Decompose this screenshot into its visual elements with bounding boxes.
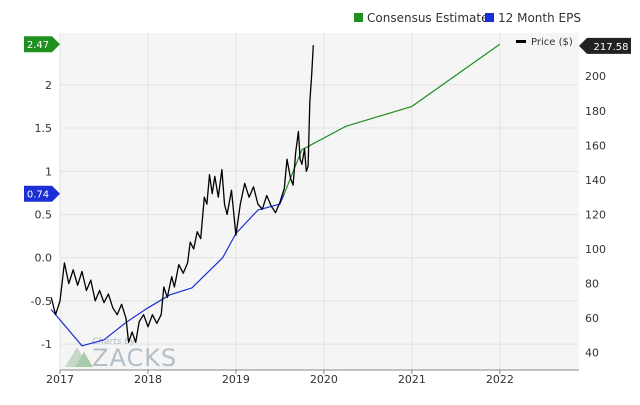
- watermark-line1: Charts by: [92, 337, 136, 347]
- x-axis: 2017 2018 2019 2020 2021 2022: [46, 369, 579, 386]
- zacks-watermark: Charts by ZACKS: [65, 337, 177, 372]
- value-flags: 2.47 0.74 217.58: [24, 36, 631, 202]
- consensus-estimate-line: [283, 43, 501, 194]
- flag-value: 0.74: [27, 190, 49, 201]
- consensus-last-flag: 2.47: [24, 36, 60, 53]
- series-lines: [50, 43, 501, 347]
- y-left-tick-label: -1: [41, 338, 52, 351]
- legend: Consensus Estimate 12 Month EPS Price ($): [354, 11, 581, 48]
- x-tick-label: 2019: [222, 373, 250, 386]
- price-line: [50, 45, 314, 343]
- grid: [59, 33, 579, 370]
- y-left-tick-label: 1: [45, 165, 52, 178]
- y-left-tick-label: 0.0: [35, 252, 53, 265]
- x-tick-label: 2021: [398, 373, 426, 386]
- plot-area: [60, 33, 579, 370]
- y-right-tick-label: 100: [585, 243, 606, 256]
- y-left-tick-label: 2: [45, 79, 52, 92]
- y-right-tick-label: 80: [585, 278, 599, 291]
- watermark-line2: ZACKS: [92, 344, 177, 372]
- legend-label: 12 Month EPS: [498, 11, 581, 25]
- zacks-logo-icon: [65, 347, 93, 367]
- price-last-flag: 217.58: [579, 37, 631, 54]
- legend-label: Consensus Estimate: [367, 11, 489, 25]
- flag-value: 2.47: [27, 40, 49, 51]
- legend-swatch: [516, 40, 526, 43]
- y-right-tick-label: 200: [585, 70, 606, 83]
- legend-item-consensus: Consensus Estimate: [354, 11, 489, 25]
- y-right-tick-label: 60: [585, 312, 599, 325]
- y-left-tick-label: -0.5: [31, 295, 52, 308]
- y-right-tick-label: 160: [585, 139, 606, 152]
- y-axis-right: 40 60 80 100 120 140 160 180 200: [585, 70, 606, 360]
- legend-item-price: Price ($): [516, 37, 573, 48]
- y-right-tick-label: 180: [585, 105, 606, 118]
- x-tick-label: 2022: [486, 373, 514, 386]
- legend-swatch: [354, 13, 363, 22]
- x-tick-label: 2020: [310, 373, 338, 386]
- legend-item-12-month-eps: 12 Month EPS: [485, 11, 581, 25]
- flag-value: 217.58: [594, 42, 629, 53]
- eps-last-flag: 0.74: [24, 185, 60, 202]
- legend-label: Price ($): [531, 37, 573, 48]
- y-left-tick-label: 0.5: [35, 208, 53, 221]
- x-tick-label: 2017: [46, 373, 74, 386]
- y-right-tick-label: 140: [585, 174, 606, 187]
- legend-swatch: [485, 13, 494, 22]
- y-left-tick-label: 1.5: [35, 122, 53, 135]
- y-axis-left: -1 -0.5 0.0 0.5 1 1.5 2: [31, 79, 52, 351]
- y-right-tick-label: 120: [585, 208, 606, 221]
- x-tick-label: 2018: [134, 373, 162, 386]
- y-right-tick-label: 40: [585, 347, 599, 360]
